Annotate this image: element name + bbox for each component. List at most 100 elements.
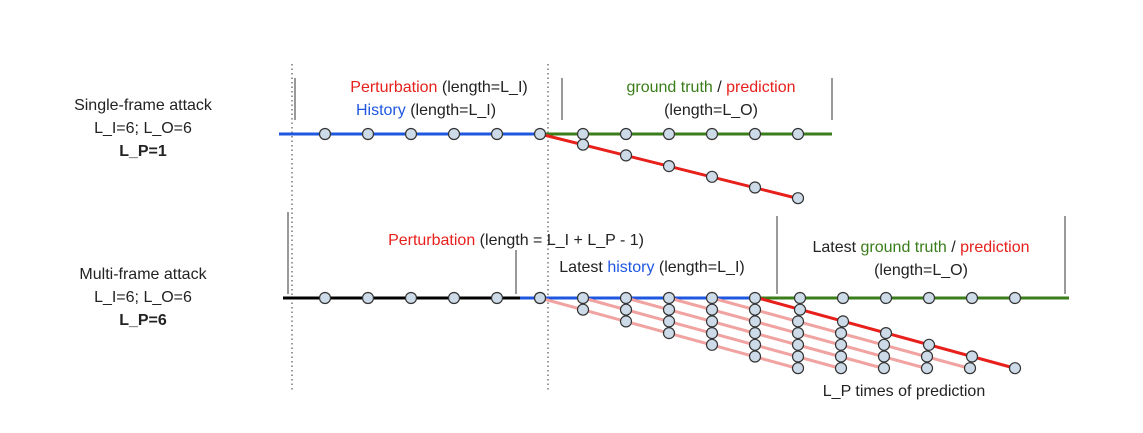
prediction-point <box>834 327 848 340</box>
prediction-point <box>576 138 590 151</box>
prediction-point <box>619 315 633 328</box>
prediction-point <box>662 160 676 173</box>
prediction-point <box>748 327 762 340</box>
history-point <box>619 291 633 305</box>
single-perturbation-label: Perturbation (length=L_I) <box>350 79 527 96</box>
history-point <box>318 127 332 141</box>
latest-word: Latest <box>559 259 607 276</box>
ground-truth-point <box>836 291 850 305</box>
prediction-point <box>834 338 848 351</box>
prediction-point <box>965 350 979 363</box>
history-point <box>748 291 762 305</box>
multi-frame-params: L_I=6; L_O=6 <box>94 289 192 306</box>
ground-truth-point <box>793 291 807 305</box>
prediction-point <box>791 192 805 205</box>
prediction-point <box>619 149 633 162</box>
history-point <box>318 291 332 305</box>
prediction-point <box>791 350 805 363</box>
history-point <box>533 127 547 141</box>
prediction-times-label: L_P times of prediction <box>823 383 985 400</box>
history-point <box>576 291 590 305</box>
history-point <box>490 127 504 141</box>
prediction-point <box>662 315 676 328</box>
prediction-point <box>922 338 936 351</box>
ground-truth-point <box>965 291 979 305</box>
history-point <box>404 127 418 141</box>
prediction-point <box>748 338 762 351</box>
multi-output-length: (length=L_O) <box>874 262 968 279</box>
multi-output-label: Latest ground truth / prediction <box>812 239 1029 256</box>
prediction-point <box>920 362 934 375</box>
prediction-point <box>1008 362 1022 375</box>
perturbation-length: (length=L_I) <box>437 79 527 96</box>
history-word: history <box>607 259 654 276</box>
history-word: History <box>356 102 406 119</box>
history-point <box>533 291 547 305</box>
single-output-label: ground truth / prediction <box>627 79 796 96</box>
perturbation-word: Perturbation <box>388 232 475 249</box>
prediction-point <box>748 315 762 328</box>
history-point <box>447 291 461 305</box>
single-frame-params: L_I=6; L_O=6 <box>94 120 192 137</box>
ground-truth-point <box>922 291 936 305</box>
multi-history-label: Latest history (length=L_I) <box>559 259 744 276</box>
prediction-point <box>619 303 633 316</box>
ground-truth-point <box>791 127 805 141</box>
perturbation-length: (length = L_I + L_P - 1) <box>475 232 644 249</box>
history-point <box>361 127 375 141</box>
prediction-word: prediction <box>960 239 1029 256</box>
prediction-point <box>576 303 590 316</box>
prediction-point <box>793 303 807 316</box>
history-point <box>490 291 504 305</box>
prediction-point <box>748 181 762 194</box>
ground-truth-point <box>576 127 590 141</box>
history-point <box>404 291 418 305</box>
perturbation-word: Perturbation <box>350 79 437 96</box>
history-point <box>662 291 676 305</box>
prediction-point <box>662 327 676 340</box>
history-point <box>705 291 719 305</box>
ground-truth-point <box>879 291 893 305</box>
multi-frame-lp: L_P=6 <box>119 312 167 329</box>
prediction-point <box>705 303 719 316</box>
ground-truth-word: ground truth <box>627 79 713 96</box>
prediction-word: prediction <box>726 79 795 96</box>
prediction-point <box>834 362 848 375</box>
prediction-point <box>791 327 805 340</box>
latest-word: Latest <box>812 239 860 256</box>
slash: / <box>713 79 726 96</box>
prediction-point <box>748 350 762 363</box>
prediction-point <box>920 350 934 363</box>
prediction-point <box>877 350 891 363</box>
single-frame-title: Single-frame attack <box>74 97 213 114</box>
prediction-point <box>836 315 850 328</box>
multi-perturbation-label: Perturbation (length = L_I + L_P - 1) <box>388 232 644 249</box>
prediction-point <box>791 362 805 375</box>
history-point <box>447 127 461 141</box>
slash: / <box>947 239 960 256</box>
prediction-point <box>791 315 805 328</box>
prediction-point <box>705 338 719 351</box>
ground-truth-word: ground truth <box>861 239 947 256</box>
history-length: (length=L_I) <box>406 102 496 119</box>
prediction-point <box>705 315 719 328</box>
ground-truth-point <box>705 127 719 141</box>
single-history-label: History (length=L_I) <box>356 102 496 119</box>
ground-truth-point <box>1008 291 1022 305</box>
prediction-point <box>877 338 891 351</box>
single-frame-lp: L_P=1 <box>119 143 167 160</box>
prediction-point <box>662 303 676 316</box>
trajectory-points <box>318 127 1022 375</box>
multi-frame-title: Multi-frame attack <box>79 266 207 283</box>
prediction-point <box>705 170 719 183</box>
prediction-point <box>705 327 719 340</box>
ground-truth-point <box>662 127 676 141</box>
single-output-length: (length=L_O) <box>664 102 758 119</box>
prediction-point <box>791 338 805 351</box>
prediction-point <box>877 362 891 375</box>
ground-truth-point <box>748 127 762 141</box>
history-length: (length=L_I) <box>654 259 744 276</box>
history-point <box>361 291 375 305</box>
prediction-point <box>879 327 893 340</box>
prediction-point <box>748 303 762 316</box>
